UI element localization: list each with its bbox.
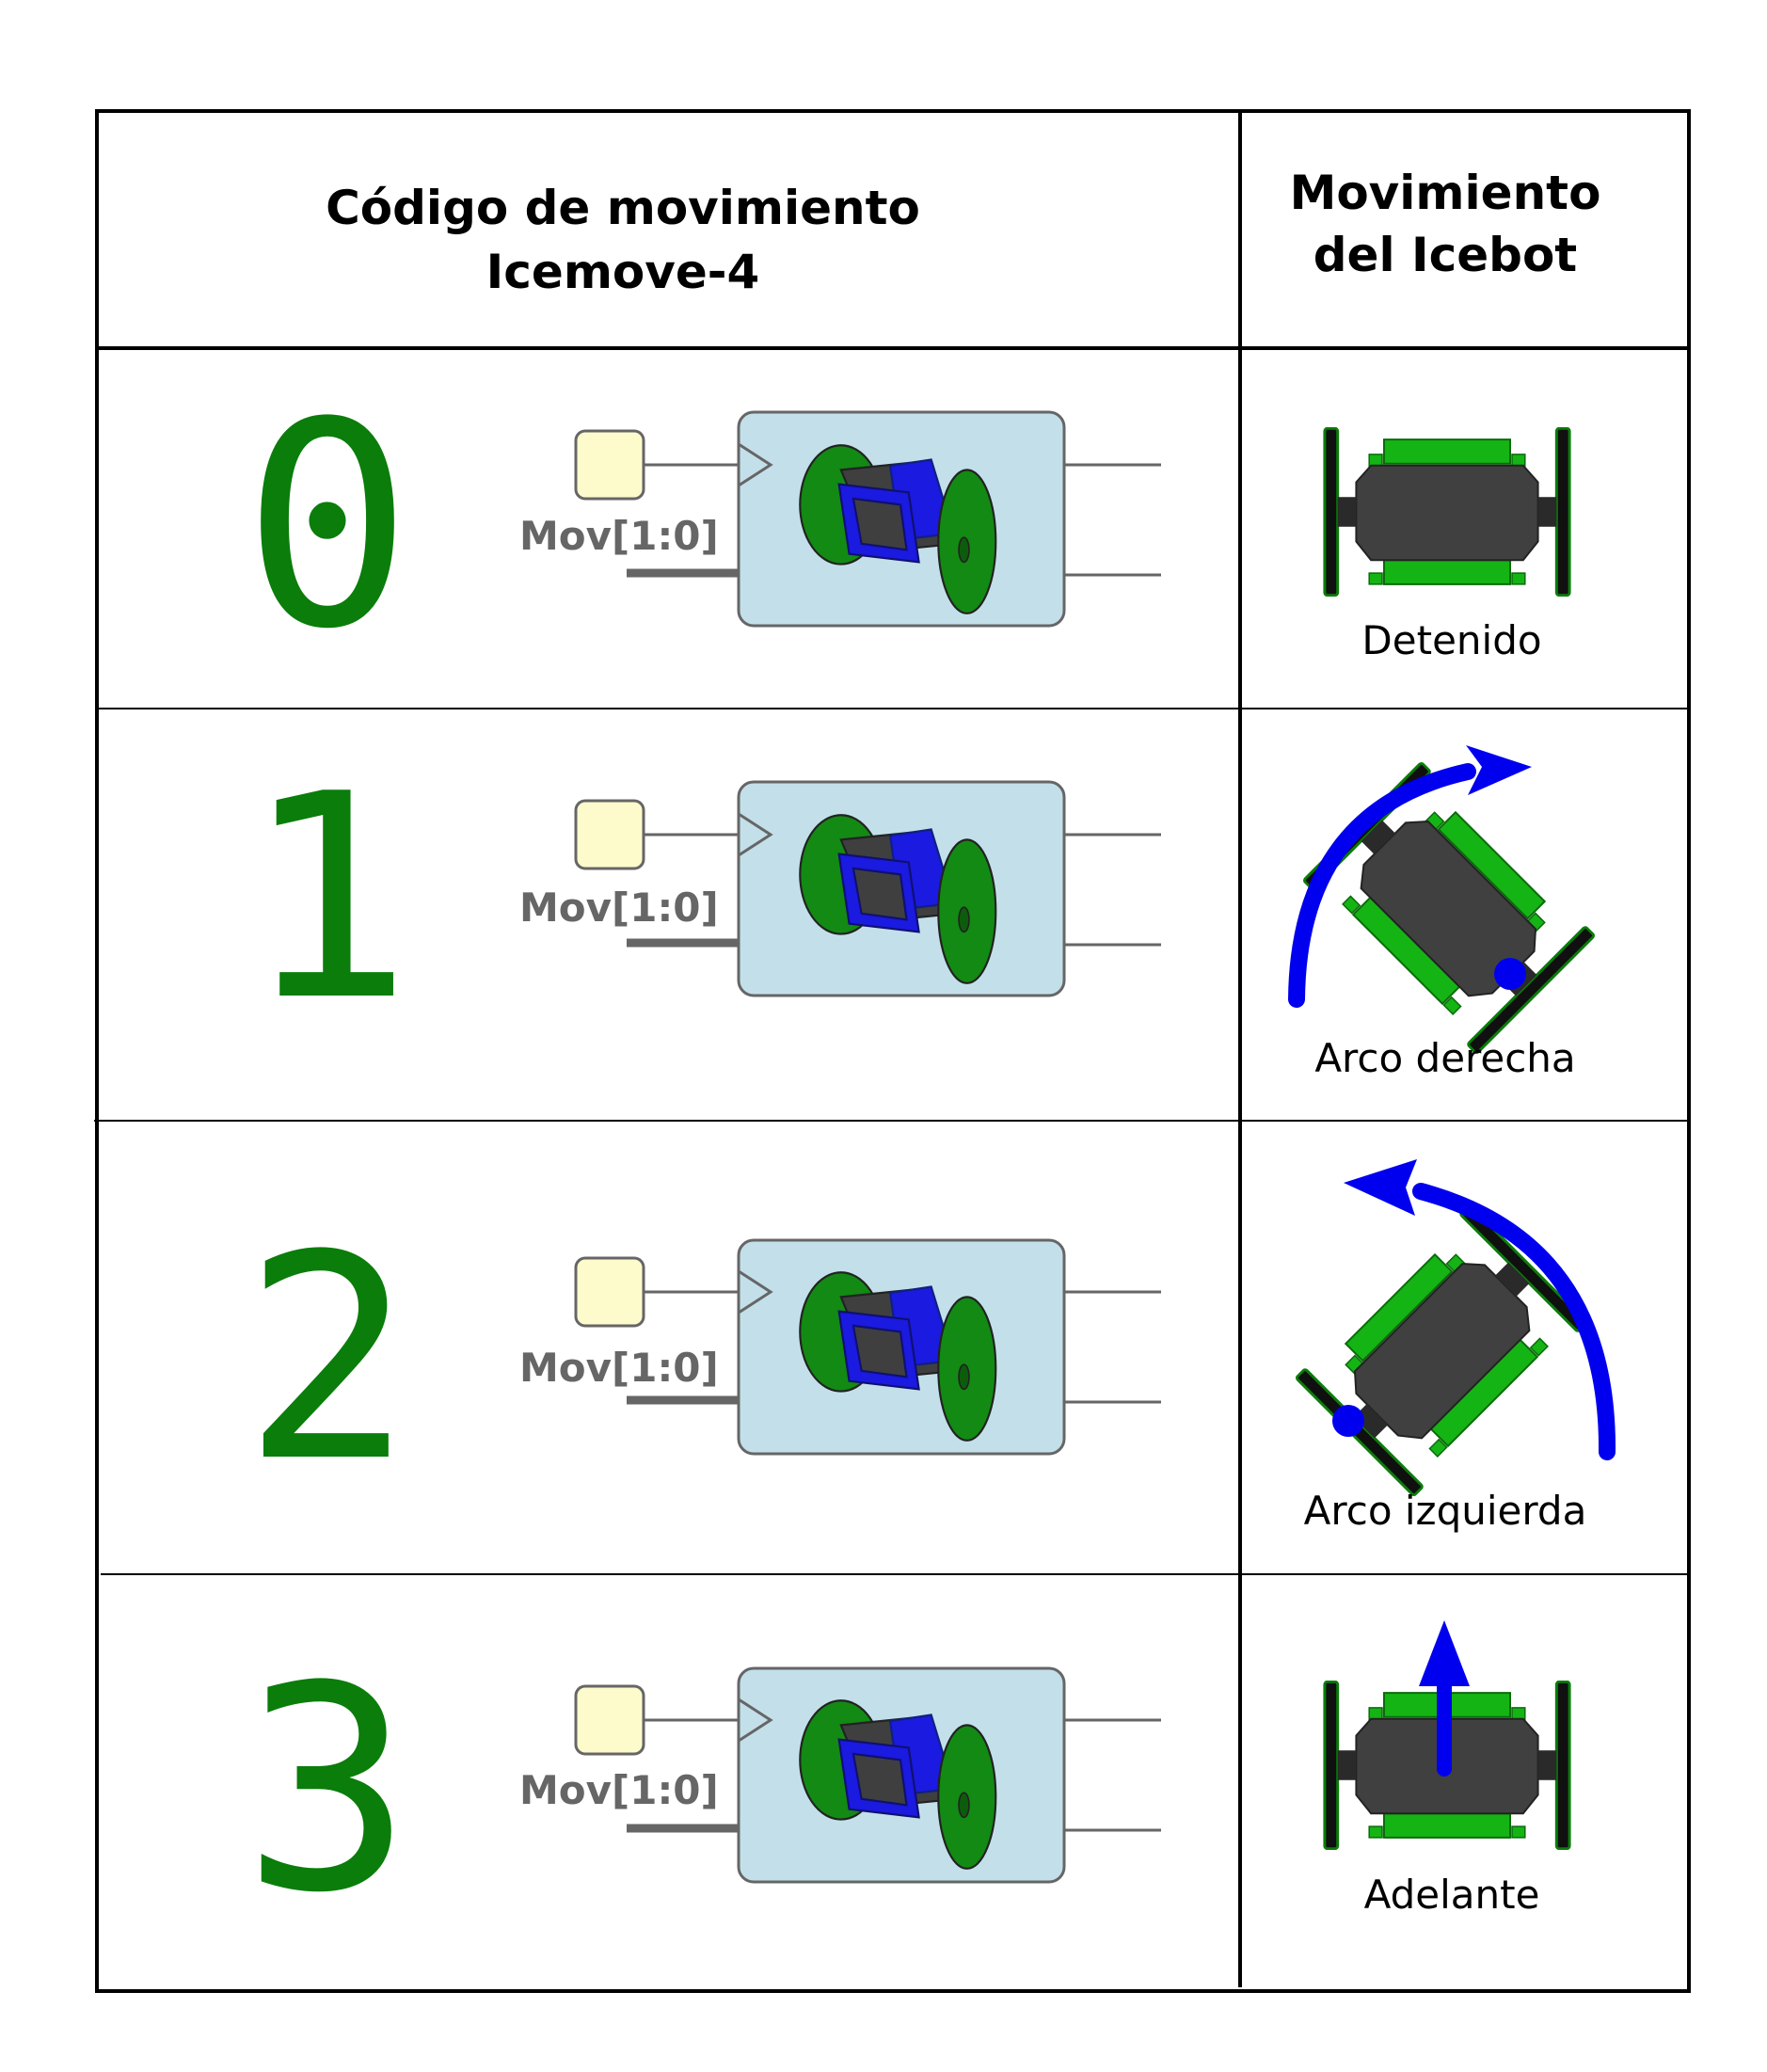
motion-column-title-line1: Movimiento bbox=[1290, 166, 1601, 220]
table-header: Código de movimiento Icemove-4 Movimient… bbox=[326, 166, 1600, 299]
motor-block-icon bbox=[574, 1666, 1161, 1884]
icebot-robot-icon bbox=[1323, 427, 1571, 597]
code-number: 1 bbox=[243, 734, 413, 1062]
motor-block-icon bbox=[574, 410, 1161, 628]
port-label: Mov[1:0] bbox=[519, 1767, 719, 1813]
motion-arrow-icon bbox=[1332, 1159, 1616, 1460]
code-column-title-line2: Icemove-4 bbox=[486, 245, 760, 299]
code-number: 3 bbox=[243, 1626, 413, 1954]
table-grid bbox=[94, 109, 1691, 1993]
motor-block-icon bbox=[574, 780, 1161, 997]
row-code-0: 0 Mov[1:0] Detenido bbox=[243, 362, 1571, 691]
code-column-title-line1: Código de movimiento bbox=[326, 181, 920, 235]
port-label: Mov[1:0] bbox=[519, 885, 719, 931]
motion-arrow-icon bbox=[1419, 1620, 1470, 1777]
motion-caption: Arco derecha bbox=[1314, 1035, 1575, 1081]
port-label: Mov[1:0] bbox=[519, 513, 719, 559]
port-label: Mov[1:0] bbox=[519, 1345, 719, 1391]
icebot-robot-icon bbox=[1301, 760, 1597, 1056]
motion-caption: Adelante bbox=[1364, 1872, 1540, 1918]
row-code-1: 1 Mov[1:0] Arco derecha bbox=[243, 734, 1597, 1081]
motion-column-title-line2: del Icebot bbox=[1313, 228, 1577, 282]
motion-caption: Detenido bbox=[1361, 617, 1541, 663]
motor-block-icon bbox=[574, 1238, 1161, 1456]
motion-caption: Arco izquierda bbox=[1304, 1488, 1587, 1534]
code-number: 2 bbox=[243, 1195, 413, 1523]
code-number: 0 bbox=[243, 362, 413, 691]
motion-arrow-icon bbox=[1288, 745, 1532, 1008]
row-code-2: 2 Mov[1:0] Arco izquierda bbox=[243, 1159, 1616, 1534]
row-code-3: 3 Mov[1:0] Adelante bbox=[243, 1620, 1571, 1954]
